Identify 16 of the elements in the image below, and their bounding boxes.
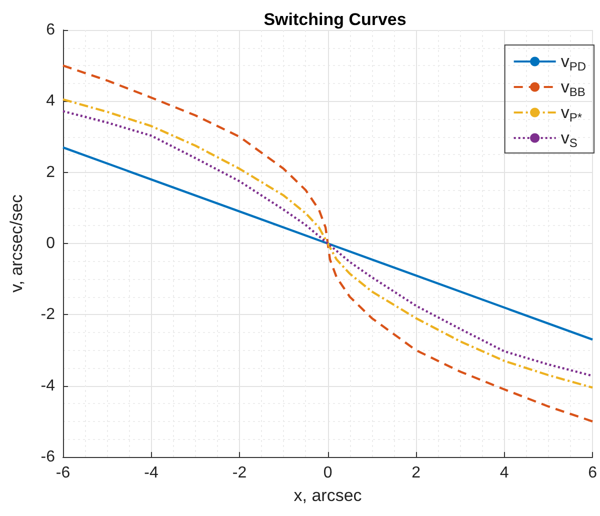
y-tick-label: 4 [46, 92, 56, 110]
x-tick-label: 0 [323, 464, 332, 482]
x-tick-label: -4 [144, 464, 158, 482]
x-tick-label: 4 [500, 464, 509, 482]
y-tick-label: -4 [40, 377, 56, 394]
y-tick-label: 6 [46, 22, 56, 38]
y-tick-label: -6 [40, 448, 56, 466]
chart-title: Switching Curves [264, 10, 406, 29]
x-axis-title: x, arcsec [294, 486, 362, 505]
x-tick-label: 2 [412, 464, 421, 482]
y-tick-label: 0 [46, 235, 56, 252]
x-tick-label: -2 [232, 464, 247, 482]
y-axis-title: v, arcsec/sec [7, 194, 26, 292]
x-tick-label: 6 [588, 464, 598, 482]
y-tick-label: 2 [46, 164, 56, 181]
y-tick-label: -2 [40, 306, 56, 324]
